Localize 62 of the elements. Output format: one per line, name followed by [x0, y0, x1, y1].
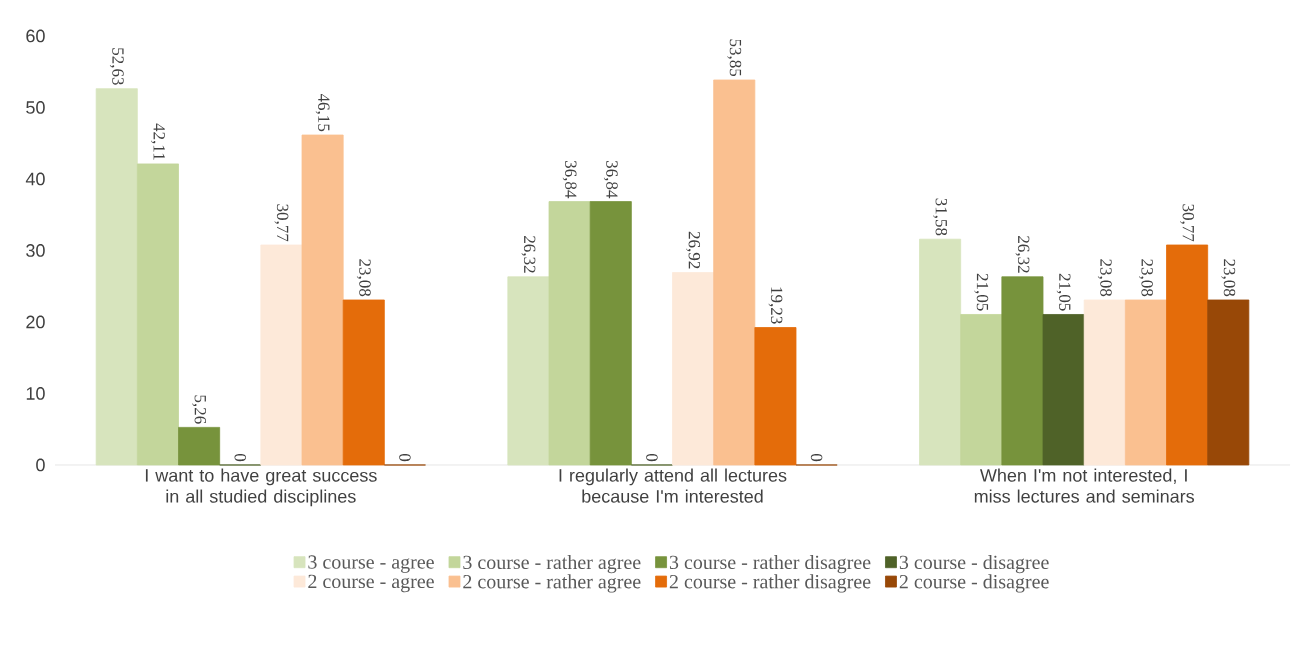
y-tick-label: 40 — [25, 172, 45, 186]
data-label: 42,11 — [150, 123, 165, 160]
bar — [754, 327, 797, 466]
data-label: 0 — [646, 453, 658, 462]
data-label: 0 — [810, 453, 823, 462]
data-label: 26,32 — [521, 236, 536, 273]
bar — [260, 244, 303, 466]
bar — [919, 238, 962, 466]
x-tick-label: I regularly attend all lectures because I'm interested — [559, 468, 787, 503]
legend-label: 2 course - agree — [308, 574, 434, 593]
data-label: 53,85 — [727, 39, 742, 77]
x-tick-label: When I'm not interested, I miss lectures and seminars — [974, 468, 1195, 503]
legend-label: 3 course - disagree — [899, 555, 1049, 574]
y-tick-label: 20 — [26, 315, 45, 329]
bar — [713, 79, 756, 466]
data-label: 26,92 — [686, 231, 701, 269]
legend-label: 2 course - rather disagree — [669, 574, 871, 593]
bar — [960, 314, 1003, 466]
bar — [95, 88, 138, 466]
legend-label: 2 course - rather agree — [463, 574, 641, 593]
bar — [301, 134, 344, 466]
data-label: 52,63 — [109, 48, 124, 85]
y-tick-label: 0 — [36, 458, 45, 472]
bar — [1001, 276, 1044, 466]
bar — [672, 272, 715, 466]
data-label: 23,08 — [356, 259, 371, 297]
data-label: 31,58 — [933, 198, 948, 236]
data-label: 5,26 — [192, 395, 207, 424]
data-label: 23,08 — [1138, 259, 1153, 297]
bar — [178, 426, 221, 466]
bar — [1083, 299, 1126, 466]
bar — [507, 276, 550, 466]
bar — [548, 201, 591, 466]
data-label: 30,77 — [1180, 204, 1195, 242]
legend-label: 3 course - rather agree — [463, 555, 641, 574]
data-label: 23,08 — [1221, 259, 1236, 297]
data-label: 26,32 — [1015, 236, 1030, 273]
data-label: 46,15 — [315, 93, 330, 132]
bar — [1124, 299, 1167, 466]
y-tick-label: 60 — [26, 29, 45, 43]
data-label: 21,05 — [974, 273, 989, 311]
y-tick-label: 50 — [26, 101, 45, 114]
x-tick-label: I want to have great success in all studied disciplines — [145, 468, 377, 507]
data-label: 21,05 — [1056, 273, 1071, 311]
y-tick-label: 10 — [26, 387, 45, 400]
data-label: 36,84 — [603, 160, 618, 199]
y-tick-label: 30 — [26, 244, 45, 257]
bar — [136, 163, 179, 466]
bar — [1166, 244, 1209, 466]
data-label: 0 — [234, 453, 246, 462]
data-label: 36,84 — [562, 160, 577, 199]
bar — [342, 299, 385, 466]
legend-label: 2 course - disagree — [899, 574, 1049, 593]
legend-label: 3 course - rather disagree — [669, 555, 871, 574]
data-label: 30,77 — [274, 204, 289, 242]
legend-label: 3 course - agree — [308, 555, 434, 573]
data-label: 19,23 — [768, 287, 783, 324]
data-label: 0 — [399, 453, 411, 462]
bar — [589, 201, 632, 466]
bar — [1207, 299, 1250, 466]
data-label: 23,08 — [1097, 259, 1112, 297]
bar — [1042, 314, 1085, 466]
